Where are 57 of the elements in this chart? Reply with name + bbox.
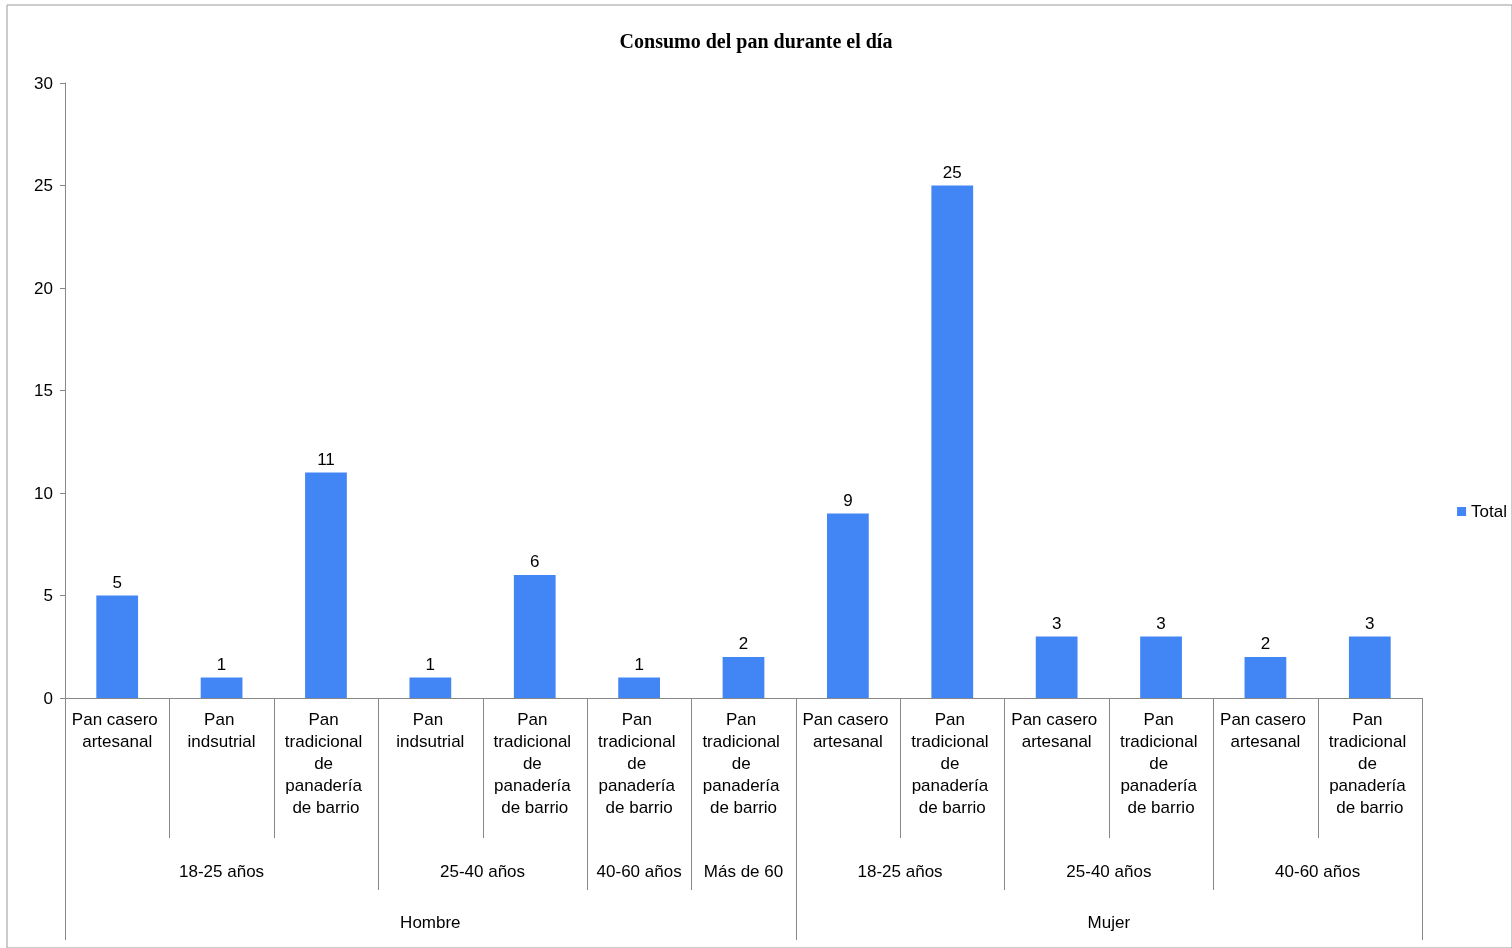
data-label: 6 — [530, 552, 540, 571]
bar — [1244, 657, 1287, 698]
x-tick-label: Pan tradicional de panadería de barrio — [702, 709, 785, 817]
bar — [96, 595, 139, 698]
text: 18-25 años — [179, 861, 265, 881]
x-tick-label: Pan tradicional de panadería de barrio — [598, 709, 681, 817]
bar — [1140, 636, 1182, 698]
x-tick-label: Pan tradicional de panadería de barrio — [493, 709, 576, 817]
x-tick-label: Pan casero artesanal — [1011, 709, 1103, 751]
data-label: 1 — [634, 654, 644, 674]
x-tick-label: Pan indsutrial — [396, 709, 465, 751]
y-tick-label: 5 — [43, 586, 53, 605]
y-tick-label: 20 — [34, 278, 53, 298]
text: 40-60 años — [596, 861, 682, 881]
y-tick-label: 15 — [34, 381, 53, 400]
chart-title: Consumo del pan durante el día — [619, 30, 893, 53]
bar — [409, 677, 452, 698]
bar — [618, 677, 660, 698]
text: 25-40 años — [1066, 861, 1152, 881]
text: Mujer — [1087, 912, 1131, 932]
bar — [1035, 636, 1078, 698]
y-tick-label: 25 — [34, 176, 53, 195]
bar — [931, 185, 974, 698]
data-label: 3 — [1051, 613, 1062, 633]
text: 40-60 años — [1275, 861, 1361, 881]
data-label: 3 — [1156, 613, 1166, 633]
y-tick-label: 30 — [34, 73, 53, 93]
bar — [827, 513, 869, 698]
data-label: 2 — [1260, 634, 1271, 653]
text: 25-40 años — [440, 861, 526, 881]
data-label: 1 — [425, 654, 436, 674]
x-tick-label: Pan indsutrial — [187, 709, 256, 751]
data-label: 1 — [216, 654, 227, 674]
data-label: 3 — [1365, 613, 1375, 633]
x-tick-label: Pan tradicional de panadería de barrio — [1328, 709, 1411, 817]
bar — [1348, 636, 1391, 698]
x-tick-label: Pan tradicional de panadería de barrio — [284, 709, 368, 817]
data-label: 11 — [317, 449, 335, 469]
legend-label: Total — [1471, 502, 1508, 521]
data-label: 5 — [112, 572, 122, 592]
x-tick-label: Pan casero artesanal — [802, 709, 894, 751]
bar — [513, 575, 556, 698]
x-tick-label: Pan casero artesanal — [1220, 709, 1311, 751]
data-label: 2 — [738, 634, 749, 653]
y-tick-label: 10 — [34, 483, 53, 503]
text: Más de 60 — [703, 861, 784, 881]
text: 18-25 años — [857, 861, 943, 881]
data-label: 25 — [942, 162, 962, 182]
data-label: 9 — [843, 490, 853, 510]
bar — [200, 677, 243, 698]
bar — [722, 657, 765, 698]
x-tick-label: Pan tradicional de panadería de barrio — [1119, 709, 1203, 817]
x-tick-label: Pan casero artesanal — [71, 709, 163, 751]
y-tick-label: 0 — [43, 688, 53, 708]
bar — [305, 472, 347, 698]
x-tick-label: Pan tradicional de panadería de barrio — [911, 709, 994, 817]
text: Hombre — [400, 912, 461, 932]
